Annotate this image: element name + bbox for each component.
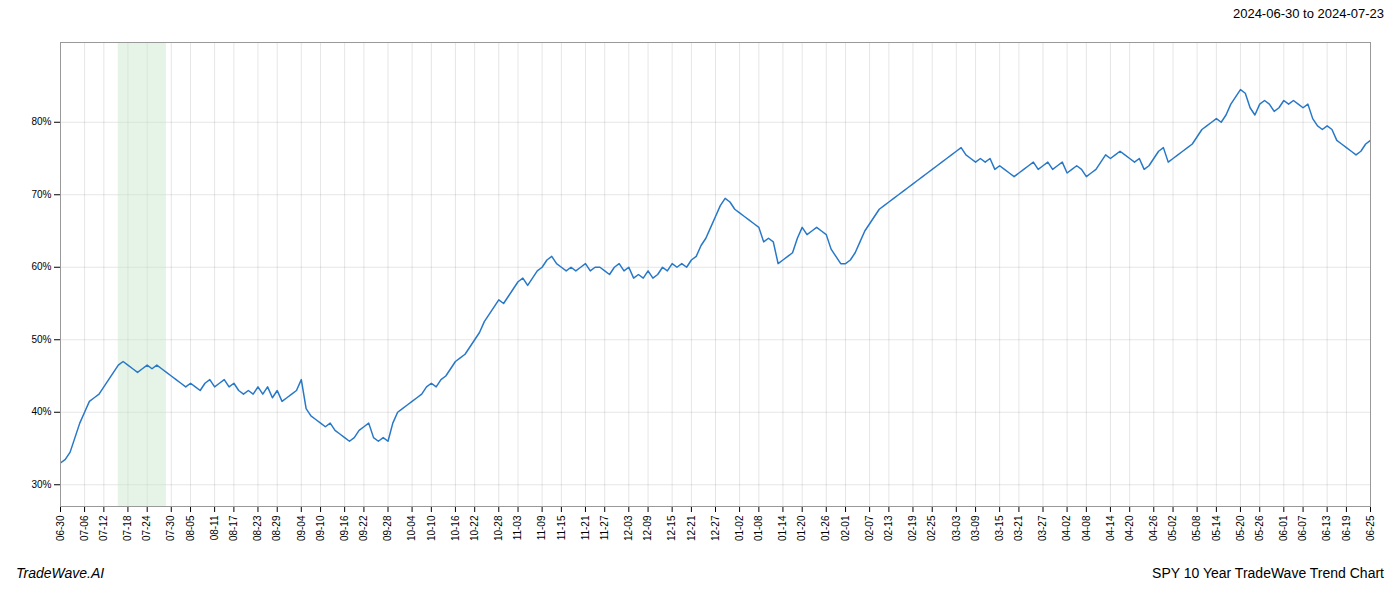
svg-text:07-30: 07-30: [165, 515, 176, 541]
svg-text:07-24: 07-24: [141, 515, 152, 541]
svg-text:09-10: 09-10: [315, 515, 326, 541]
svg-text:03-03: 03-03: [951, 515, 962, 541]
svg-text:03-15: 03-15: [994, 515, 1005, 541]
svg-text:09-16: 09-16: [339, 515, 350, 541]
svg-text:10-22: 10-22: [469, 515, 480, 541]
svg-text:06-25: 06-25: [1365, 515, 1376, 541]
svg-text:02-19: 02-19: [907, 515, 918, 541]
svg-text:01-14: 01-14: [777, 515, 788, 541]
svg-text:60%: 60%: [31, 261, 51, 272]
svg-text:10-10: 10-10: [426, 515, 437, 541]
svg-text:09-22: 09-22: [358, 515, 369, 541]
svg-text:80%: 80%: [31, 116, 51, 127]
svg-text:03-09: 03-09: [970, 515, 981, 541]
svg-text:08-11: 08-11: [209, 515, 220, 540]
svg-text:06-01: 06-01: [1278, 515, 1289, 541]
svg-text:02-25: 02-25: [926, 515, 937, 541]
svg-text:01-08: 01-08: [753, 515, 764, 541]
svg-text:12-21: 12-21: [686, 515, 697, 541]
svg-text:06-13: 06-13: [1321, 515, 1332, 541]
svg-text:03-27: 03-27: [1037, 515, 1048, 541]
svg-text:06-19: 06-19: [1341, 515, 1352, 541]
html-text:SPY 10 Year TradeWave Trend Ch: SPY 10 Year TradeWave Trend Chart: [1152, 565, 1384, 581]
svg-text:07-18: 07-18: [122, 515, 133, 541]
svg-text:01-02: 01-02: [734, 515, 745, 541]
svg-text:01-26: 01-26: [820, 515, 831, 541]
svg-text:05-14: 05-14: [1211, 515, 1222, 541]
svg-text:11-21: 11-21: [580, 515, 591, 540]
svg-text:08-23: 08-23: [252, 515, 263, 541]
svg-text:07-06: 07-06: [79, 515, 90, 541]
svg-text:05-08: 05-08: [1191, 515, 1202, 541]
svg-text:11-03: 11-03: [512, 515, 523, 540]
svg-text:02-13: 02-13: [883, 515, 894, 541]
svg-text:06-30: 06-30: [55, 515, 66, 541]
svg-text:04-02: 04-02: [1061, 515, 1072, 541]
svg-text:04-14: 04-14: [1105, 515, 1116, 541]
svg-text:02-07: 02-07: [864, 515, 875, 541]
svg-text:01-20: 01-20: [796, 515, 807, 541]
svg-text:10-04: 10-04: [406, 515, 417, 541]
svg-text:08-29: 08-29: [271, 515, 282, 541]
svg-text:10-16: 10-16: [450, 515, 461, 541]
svg-text:06-07: 06-07: [1297, 515, 1308, 541]
svg-text:30%: 30%: [31, 479, 51, 490]
html-text:2024-06-30 to 2024-07-23: 2024-06-30 to 2024-07-23: [1232, 6, 1384, 21]
svg-text:04-08: 04-08: [1081, 515, 1092, 541]
svg-text:09-28: 09-28: [382, 515, 393, 541]
svg-text:11-15: 11-15: [556, 515, 567, 540]
html-text:TradeWave.AI: TradeWave.AI: [16, 565, 105, 581]
svg-text:12-03: 12-03: [623, 515, 634, 541]
svg-text:02-01: 02-01: [840, 515, 851, 541]
svg-text:12-09: 12-09: [642, 515, 653, 541]
svg-text:11-27: 11-27: [599, 515, 610, 540]
svg-text:03-21: 03-21: [1013, 515, 1024, 541]
svg-text:05-20: 05-20: [1235, 515, 1246, 541]
svg-text:10-28: 10-28: [493, 515, 504, 541]
svg-text:05-26: 05-26: [1254, 515, 1265, 541]
svg-text:11-09: 11-09: [536, 515, 547, 540]
svg-text:12-15: 12-15: [666, 515, 677, 541]
svg-text:12-27: 12-27: [710, 515, 721, 541]
svg-text:08-17: 08-17: [228, 515, 239, 541]
svg-text:07-12: 07-12: [98, 515, 109, 541]
svg-text:05-02: 05-02: [1167, 515, 1178, 541]
svg-text:70%: 70%: [31, 189, 51, 200]
svg-text:09-04: 09-04: [296, 515, 307, 541]
svg-text:40%: 40%: [31, 406, 51, 417]
svg-text:50%: 50%: [31, 334, 51, 345]
svg-text:04-26: 04-26: [1148, 515, 1159, 541]
svg-text:08-05: 08-05: [185, 515, 196, 541]
svg-text:04-20: 04-20: [1124, 515, 1135, 541]
